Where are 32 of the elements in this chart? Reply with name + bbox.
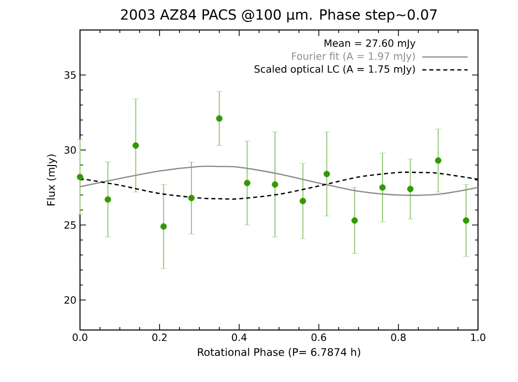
y-tick-label: 35 xyxy=(64,71,76,79)
x-tick-label: 0.4 xyxy=(232,334,247,342)
annotation: Mean = 27.60 mJy xyxy=(324,39,416,49)
point xyxy=(300,198,306,204)
point xyxy=(104,196,112,203)
point xyxy=(272,181,278,188)
y-axis-title: Flux (mJy) xyxy=(46,154,57,206)
point xyxy=(76,174,84,180)
point xyxy=(407,186,414,192)
x-tick-label: 0.0 xyxy=(72,334,88,342)
point xyxy=(379,184,386,191)
point xyxy=(462,217,470,224)
y-tick-label: 25 xyxy=(64,221,76,229)
chart-title: 2003 AZ84 PACS @100 μm. Phase step~0.07 xyxy=(121,9,437,23)
line-series xyxy=(79,166,479,196)
point xyxy=(216,115,222,122)
x-tick-label: 0.2 xyxy=(152,334,167,342)
legend-label: Scaled optical LC (A = 1.75 mJy) xyxy=(254,65,415,75)
y-tick-label: 30 xyxy=(64,146,76,154)
point xyxy=(244,180,250,186)
point xyxy=(132,142,139,149)
y-tick-label: 20 xyxy=(64,296,76,304)
point xyxy=(188,194,195,202)
point xyxy=(160,223,167,230)
point xyxy=(351,217,358,224)
point xyxy=(324,170,330,178)
point xyxy=(435,157,442,164)
legend-label: Fourier fit (A = 1.97 mJy) xyxy=(292,52,415,62)
x-tick-label: 0.6 xyxy=(312,334,326,342)
x-axis-title: Rotational Phase (P= 6.7874 h) xyxy=(198,348,360,358)
x-tick-label: 1.0 xyxy=(471,334,486,342)
x-tick-label: 0.8 xyxy=(391,334,406,342)
